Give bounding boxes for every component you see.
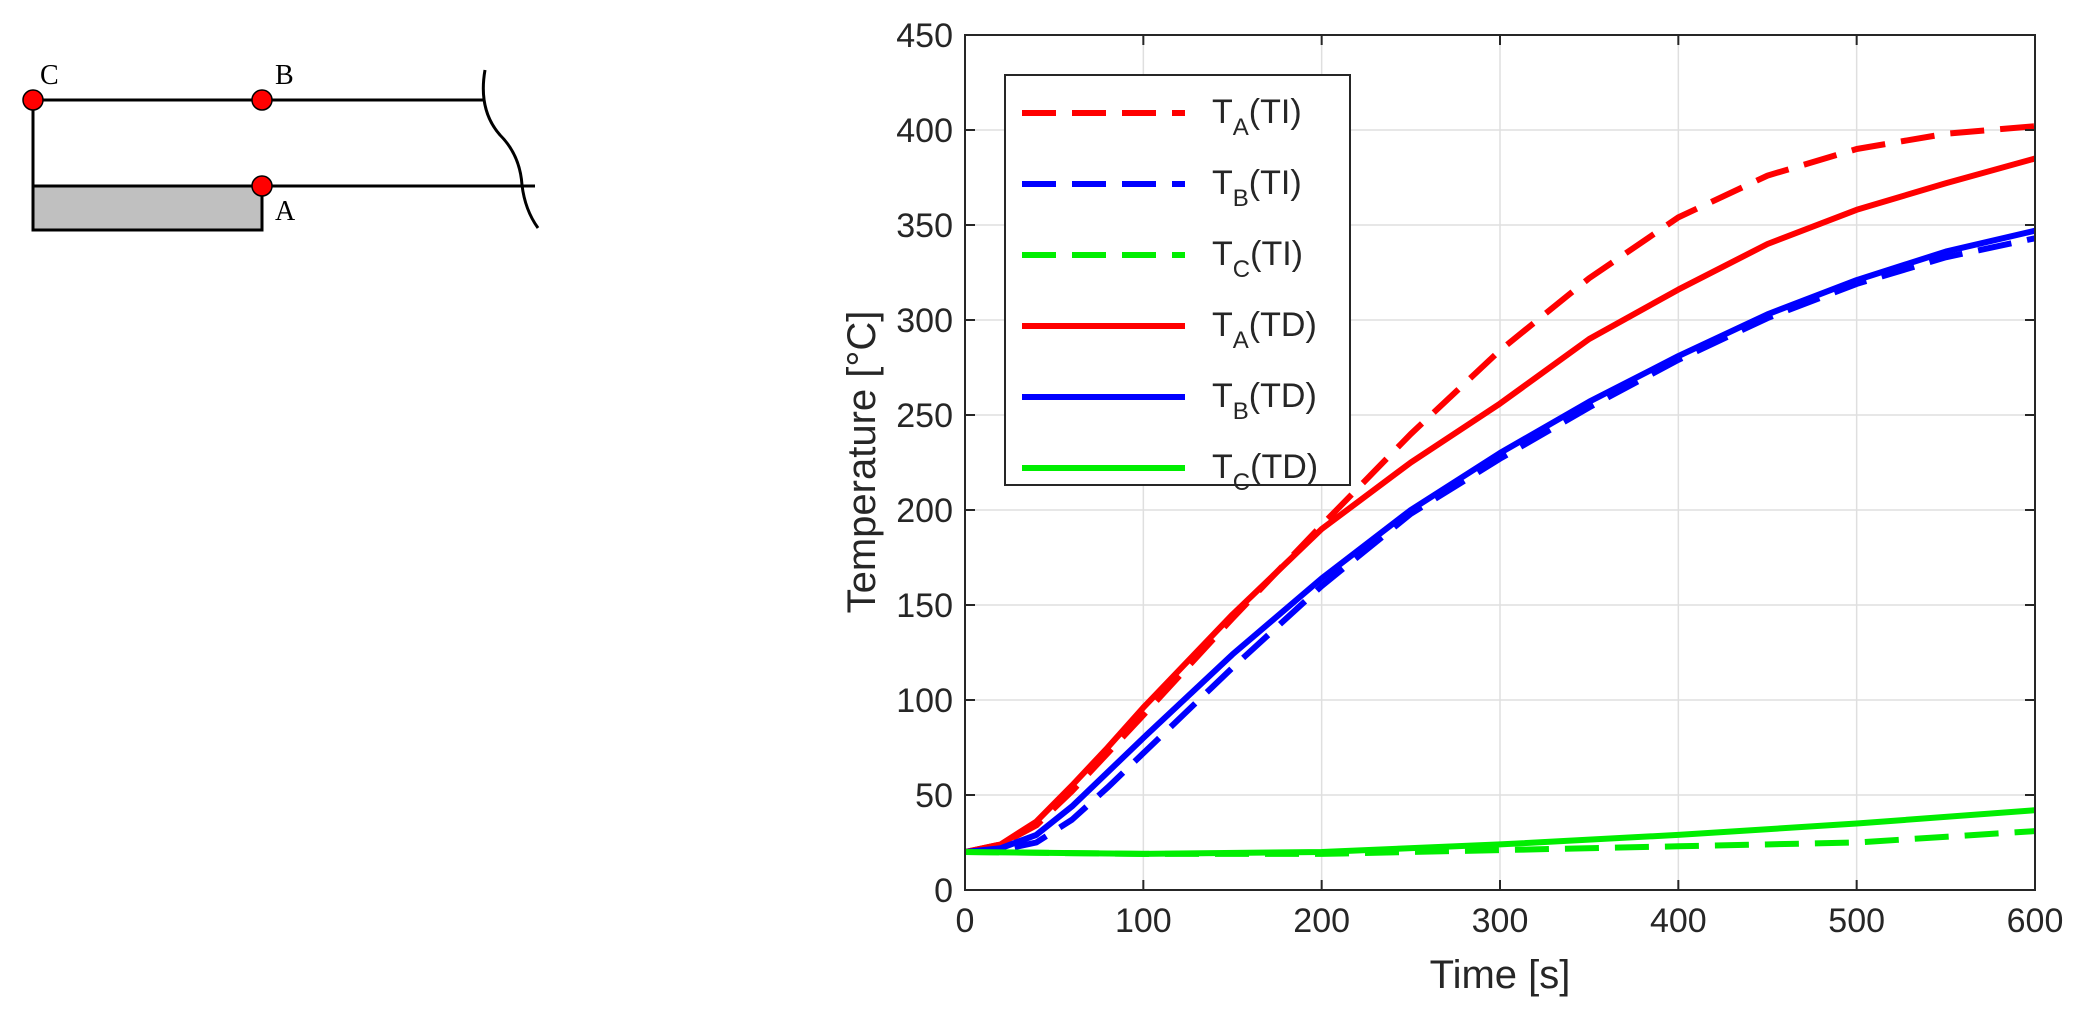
x-tick-label: 300 — [1472, 902, 1529, 940]
point-c-marker — [22, 89, 44, 111]
x-tick-label: 400 — [1650, 902, 1707, 940]
series-line-4 — [964, 155, 2036, 855]
y-tick-label: 450 — [896, 17, 953, 55]
y-tick-label: 350 — [896, 207, 953, 245]
series-line-5 — [964, 227, 2036, 855]
y-tick-label: 300 — [896, 302, 953, 340]
tick-labels: 0 100 200 300 400 500 600 0 50 100 150 200 250 300 350… — [896, 17, 2063, 940]
series-line-1 — [964, 123, 2036, 855]
y-axis-label: Temperature [°C] — [840, 311, 884, 614]
point-b-label: B — [275, 60, 294, 91]
y-tick-label: 150 — [896, 587, 953, 625]
series-line-6 — [964, 807, 2036, 857]
legend-label-6: TC(TD) — [1212, 448, 1318, 496]
point-a-label: A — [275, 196, 296, 227]
series-line-2 — [964, 235, 2036, 855]
x-tick-label: 600 — [2007, 902, 2064, 940]
y-tick-label: 200 — [896, 492, 953, 530]
legend-label-4: TA(TD) — [1212, 306, 1317, 354]
y-tick-label: 100 — [896, 682, 953, 720]
point-a-marker — [251, 175, 273, 197]
x-axis-label: Time [s] — [1430, 953, 1571, 997]
x-tick-label: 100 — [1115, 902, 1172, 940]
series-layer — [964, 123, 2036, 857]
legend-label-1: TA(TI) — [1212, 93, 1302, 141]
point-c-label: C — [40, 60, 59, 91]
break-curve — [481, 69, 540, 229]
legend-label-5: TB(TD) — [1212, 377, 1317, 425]
x-tick-label: 0 — [956, 902, 975, 940]
legend-box — [1004, 74, 1351, 486]
y-tick-label: 0 — [934, 872, 953, 910]
legend: TA(TI) TB(TI) TC(TI) TA(TD) TB(TD) TC(TD) — [1004, 74, 1351, 496]
y-tick-label: 400 — [896, 112, 953, 150]
y-tick-label: 50 — [915, 777, 953, 815]
legend-label-2: TB(TI) — [1212, 164, 1302, 212]
y-tick-label: 250 — [896, 397, 953, 435]
beam-schematic: C B A — [22, 60, 540, 232]
x-tick-label: 500 — [1828, 902, 1885, 940]
x-tick-label: 200 — [1293, 902, 1350, 940]
legend-label-3: TC(TI) — [1212, 235, 1303, 283]
point-b-marker — [251, 89, 273, 111]
